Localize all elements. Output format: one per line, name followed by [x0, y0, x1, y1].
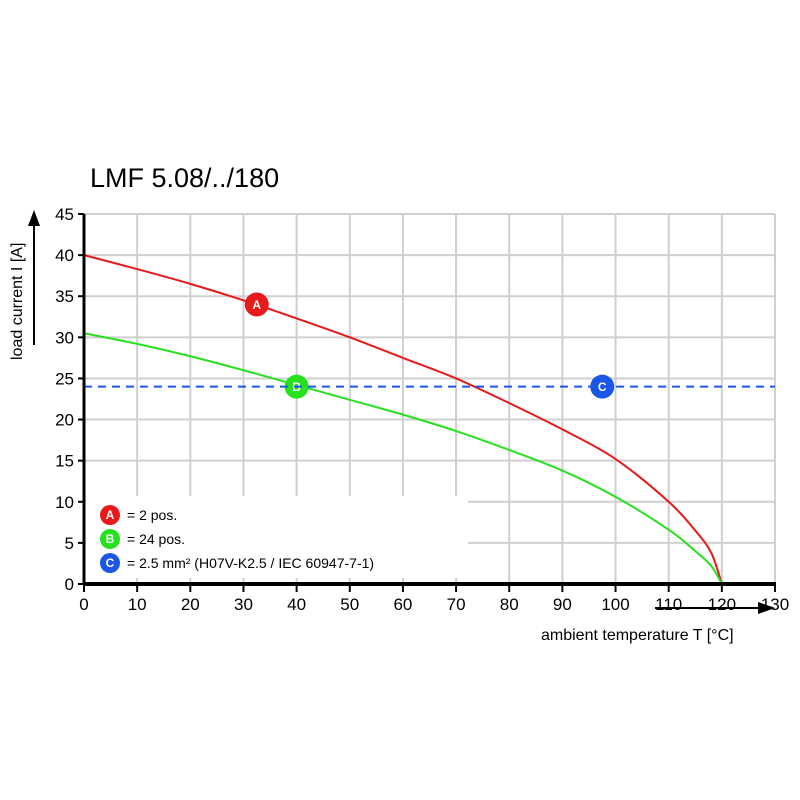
series-marker-a: [244, 292, 269, 317]
legend-box: [86, 496, 468, 578]
legend-entry-text: = 2 pos.: [127, 507, 177, 523]
x-tick-label: 0: [79, 595, 88, 614]
x-axis-arrow: [655, 602, 775, 614]
x-tick-label: 110: [655, 595, 682, 614]
x-tick-label: 70: [447, 595, 466, 614]
y-axis-arrow: [28, 210, 40, 345]
y-tick-label: 40: [55, 246, 74, 265]
y-tick-label: 30: [55, 328, 74, 347]
legend-marker-label: B: [106, 532, 115, 546]
x-tick-label: 20: [181, 595, 200, 614]
y-tick-label: 10: [55, 493, 74, 512]
series-marker-label: A: [252, 298, 261, 312]
y-tick-label: 5: [65, 534, 74, 553]
legend-entry-text: = 24 pos.: [127, 531, 185, 547]
series-line-a: [83, 254, 723, 585]
x-tick-label: 80: [500, 595, 519, 614]
y-tick-label: 15: [55, 452, 74, 471]
axes: 0 10 20 30 40 50 60 70 80 90 100 110 120 130051015202…: [55, 205, 789, 614]
chart-title: LMF 5.08/../180: [90, 163, 279, 193]
series-marker-c: [590, 374, 615, 399]
series-marker-label: C: [598, 380, 607, 394]
legend-entry-text: = 2.5 mm² (H07V-K2.5 / IEC 60947-7-1): [127, 555, 374, 571]
x-tick-label: 40: [287, 595, 306, 614]
legend-marker-a: [100, 505, 120, 525]
y-tick-label: 25: [55, 369, 74, 388]
x-tick-label: 120: [708, 595, 736, 614]
series-layer: AB C: [83, 254, 775, 585]
y-axis-label: load current I [A]: [9, 243, 26, 360]
y-tick-label: 0: [65, 575, 74, 594]
x-tick-label: 10: [128, 595, 147, 614]
y-tick-label: 35: [55, 287, 74, 306]
legend-marker-b: [100, 529, 120, 549]
x-tick-label: 50: [340, 595, 359, 614]
x-tick-label: 100: [601, 595, 629, 614]
x-tick-label: 30: [234, 595, 253, 614]
legend-marker-c: [100, 553, 120, 573]
legend-marker-label: A: [106, 508, 115, 522]
legend-marker-label: C: [106, 556, 115, 570]
x-axis-label: ambient temperature T [°C]: [541, 627, 734, 644]
legend: A = 2 pos. B = 24 pos. C = 2.5 mm² (H07V-K2.5…: [100, 505, 374, 573]
y-tick-label: 45: [55, 205, 74, 224]
x-tick-label: 60: [393, 595, 412, 614]
y-tick-label: 20: [55, 411, 74, 430]
series-line-b: [83, 332, 723, 585]
x-tick-label: 90: [553, 595, 572, 614]
